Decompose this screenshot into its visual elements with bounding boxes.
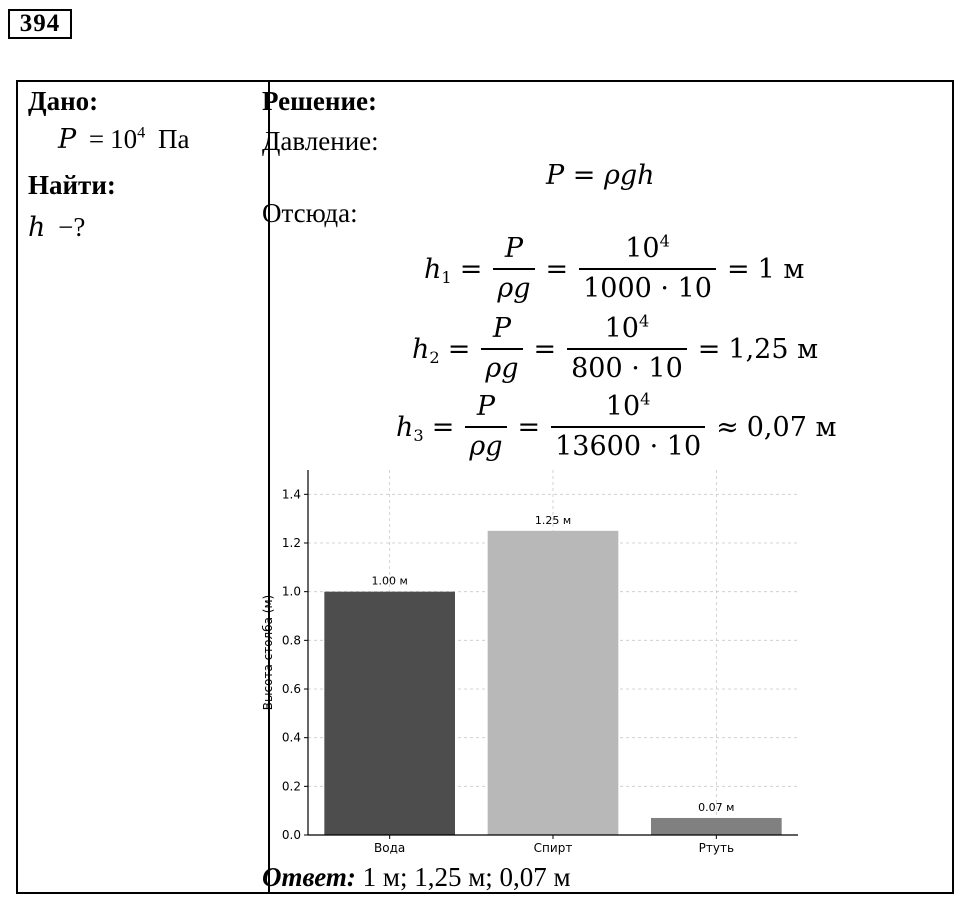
given-pressure: P = 104 Па [58,124,189,155]
eq2-fraction-numeric: 104 800 · 10 [567,312,687,386]
y-tick-label: 0.0 [282,828,301,842]
pressure-formula: P = ρgh [546,160,655,191]
y-tick-label: 1.2 [282,536,301,550]
hence-label: Отсюда: [262,198,358,228]
bar-1 [324,591,455,835]
pressure-exponent: 4 [137,123,146,142]
x-tick-label: Ртуть [699,841,734,855]
eq2-lhs: h2 [412,333,440,367]
eq1-lhs: h1 [424,253,452,287]
bar-3 [651,817,782,835]
chart-axes: 0.0 0.2 0.4 0.6 0.8 1.0 1.2 1.4 Вода Спирт Ртуть [282,470,798,855]
eq2-result: 1,25 м [728,333,819,365]
y-tick-label: 0.6 [282,682,301,696]
find-question: −? [58,212,86,242]
given-heading: Дано: [28,86,99,116]
y-tick-label: 0.8 [282,633,301,647]
bar-value-label: 1.00 м [372,575,408,588]
pressure-unit: Па [158,124,190,154]
column-divider [268,82,270,892]
pressure-base: 10 [110,124,138,154]
pressure-equals: = [88,124,105,154]
bar-value-label: 0.07 м [698,801,734,814]
answer: Ответ: 1 м; 1,25 м; 0,07 м [262,862,571,893]
eq3-result: 0,07 м [746,411,837,443]
answer-text: 1 м; 1,25 м; 0,07 м [362,862,571,892]
bar-value-label: 1.25 м [535,514,571,527]
pressure-label: Давление: [262,126,379,156]
eq1-fraction-numeric: 104 1000 · 10 [579,232,716,306]
bar-2 [487,530,619,835]
bar-chart: 1.00 м 1.25 м 0.07 м 0.0 0.2 0.4 0.6 0.8 1.0 1.2… [261,470,798,855]
problem-number: 394 [8,9,72,39]
find-symbol: h [28,212,46,243]
pressure-symbol: P [58,124,77,155]
find-item: h −? [28,212,85,243]
y-tick-label: 0.4 [282,731,301,745]
eq3-lhs: h3 [396,411,424,445]
y-tick-label: 1.0 [282,585,301,599]
find-heading: Найти: [28,170,116,200]
eq1-result: 1 м [757,253,805,285]
x-tick-label: Спирт [534,841,573,855]
y-axis-label: Высота столба (м) [261,595,275,710]
solution-table: Дано: P = 104 Па Найти: h −? Решение: Дав… [16,80,954,894]
solution-heading: Решение: [262,86,377,116]
eq3-fraction-numeric: 104 13600 · 10 [551,390,706,464]
y-tick-label: 0.2 [282,779,301,793]
y-tick-label: 1.4 [282,487,301,501]
answer-label: Ответ: [262,862,356,892]
chart-bars: 1.00 м 1.25 м 0.07 м [324,514,782,835]
x-tick-label: Вода [374,841,405,855]
